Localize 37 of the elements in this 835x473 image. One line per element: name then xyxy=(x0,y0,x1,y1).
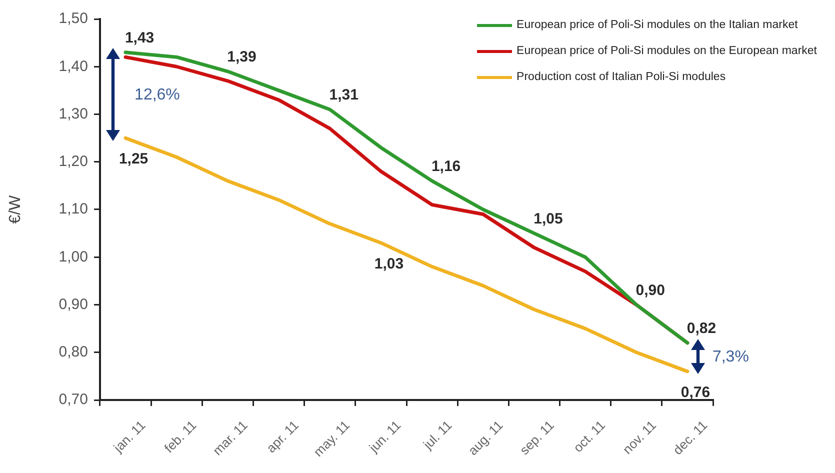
x-tick-label: jan. 11 xyxy=(110,418,148,456)
y-tick-label: 1,50 xyxy=(58,10,88,28)
y-tick-label: 0,70 xyxy=(58,391,88,408)
data-label: 1,03 xyxy=(374,255,404,272)
data-label: 1,43 xyxy=(124,29,154,46)
x-tick-label: aug. 11 xyxy=(465,418,506,458)
y-axis-title: €/W xyxy=(7,194,24,224)
data-label: 1,39 xyxy=(227,48,256,66)
x-tick-label: nov. 11 xyxy=(620,418,660,457)
annotation: 7,3% xyxy=(712,348,749,366)
x-tick-label: may. 11 xyxy=(310,418,353,460)
data-label: 1,05 xyxy=(534,210,563,228)
y-tick-label: 1,00 xyxy=(58,248,88,266)
y-tick-label: 0,80 xyxy=(58,344,88,361)
x-tick-label: jun. 11 xyxy=(365,418,404,456)
annotation: 12,6% xyxy=(134,86,180,104)
x-tick-label: jul. 11 xyxy=(420,418,455,453)
x-tick-label: dec. 11 xyxy=(670,418,710,458)
legend-label: European price of Poli-Si modules on the Italian market xyxy=(516,19,798,31)
x-tick-label: mar. 11 xyxy=(210,418,250,458)
x-tick-label: apr. 11 xyxy=(263,418,302,456)
y-tick-label: 1,40 xyxy=(58,58,88,75)
y-tick-label: 1,20 xyxy=(58,153,88,170)
y-tick-label: 1,10 xyxy=(58,200,88,218)
x-tick-label: oct. 11 xyxy=(570,418,608,456)
legend-label: European price of Poli-Si modules on the European market xyxy=(516,45,817,57)
data-label: 0,82 xyxy=(686,320,716,337)
x-tick-label: sep. 11 xyxy=(516,418,557,458)
y-tick-label: 1,30 xyxy=(58,105,88,122)
data-label: 0,76 xyxy=(680,384,710,402)
y-tick-label: 0,90 xyxy=(58,296,88,313)
data-label: 1,16 xyxy=(431,158,461,175)
legend-label: Production cost of Italian Poli-Si modules xyxy=(516,71,726,83)
x-tick-label: feb. 11 xyxy=(161,418,200,456)
data-label: 0,90 xyxy=(636,282,665,299)
data-label: 1,31 xyxy=(329,86,358,104)
data-label: 1,25 xyxy=(118,150,148,168)
